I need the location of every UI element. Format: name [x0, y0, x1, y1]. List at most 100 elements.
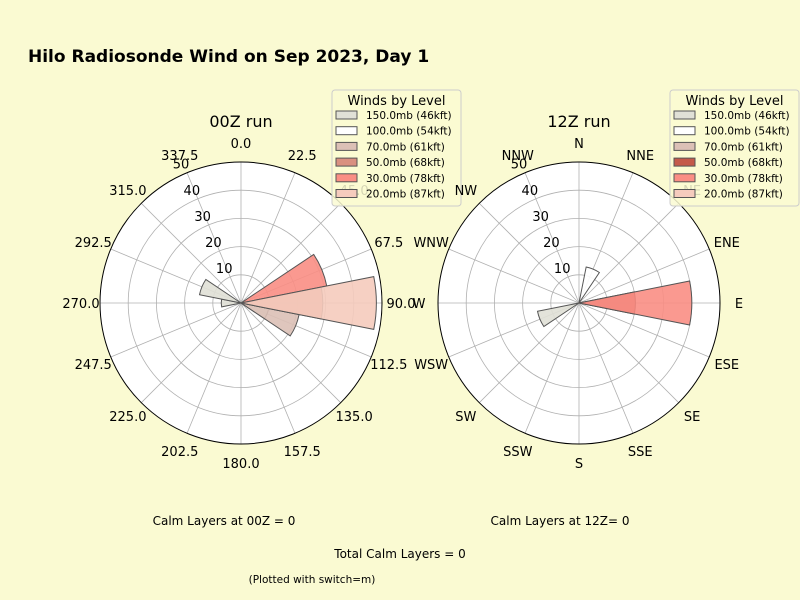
- legend-entry: 50.0mb (68kft): [366, 157, 445, 169]
- direction-label: 292.5: [75, 236, 112, 251]
- direction-label: 0.0: [231, 137, 252, 152]
- angular-gridline: [578, 302, 679, 403]
- direction-label: 202.5: [161, 445, 198, 460]
- direction-label: 112.5: [370, 358, 407, 373]
- direction-label: SSW: [503, 445, 533, 460]
- angular-gridline: [186, 172, 242, 304]
- panel-title: 12Z run: [547, 112, 610, 131]
- legend-entry: 30.0mb (78kft): [366, 173, 445, 185]
- legend-box: [331, 89, 462, 207]
- radial-tick-label: 10: [216, 262, 233, 277]
- legend-swatch: [673, 126, 696, 136]
- legend-title: Winds by Level: [348, 94, 446, 109]
- polar-frame: [99, 161, 383, 445]
- legend-entry: 150.0mb (46kft): [704, 110, 790, 122]
- legend-entry: 70.0mb (61kft): [704, 141, 783, 153]
- direction-label: NNE: [626, 149, 654, 164]
- angular-gridline: [186, 302, 242, 434]
- radial-tick-label: 40: [522, 184, 539, 199]
- direction-label: 67.5: [374, 236, 403, 251]
- direction-label: WNW: [413, 236, 449, 251]
- angular-gridline: [240, 203, 341, 304]
- angular-gridline: [479, 302, 580, 403]
- legend-swatch: [335, 141, 358, 151]
- radial-tick-label: 10: [554, 262, 571, 277]
- legend-box: [669, 89, 800, 207]
- wind-rose-panel-1: 1020304050NNNENEENEEESESESSESSSWSWWSWWWN…: [413, 89, 800, 472]
- legend-entry: 30.0mb (78kft): [704, 173, 783, 185]
- legend-entry: 150.0mb (46kft): [366, 110, 452, 122]
- direction-label: ENE: [714, 236, 740, 251]
- legend-swatch: [673, 110, 696, 120]
- radial-tick-label: 30: [194, 210, 211, 225]
- direction-label: NW: [455, 184, 478, 199]
- direction-label: SSE: [628, 445, 653, 460]
- legend-entry: 100.0mb (54kft): [704, 126, 790, 138]
- legend-swatch: [673, 189, 696, 198]
- radial-tick-label: 20: [543, 236, 560, 251]
- direction-label: WSW: [414, 358, 448, 373]
- angular-gridline: [524, 172, 580, 304]
- radial-tick-label: 20: [205, 236, 222, 251]
- direction-label: 22.5: [288, 149, 317, 164]
- legend-swatch: [335, 173, 358, 183]
- angular-gridline: [240, 302, 296, 434]
- switch-note: (Plotted with switch=m): [249, 574, 376, 586]
- wind-bar-5-0: [240, 276, 377, 330]
- figure-title: Hilo Radiosonde Wind on Sep 2023, Day 1: [28, 47, 429, 67]
- direction-label: 337.5: [161, 149, 198, 164]
- direction-label: 180.0: [222, 457, 259, 472]
- angular-gridline: [578, 248, 710, 304]
- polar-frame: [437, 161, 721, 445]
- radial-tick-label: 50: [173, 158, 190, 173]
- direction-label: E: [735, 297, 743, 312]
- wind-rose-panels: 10203040500.022.545.067.590.0112.5135.01…: [62, 89, 800, 472]
- angular-gridline: [141, 203, 242, 304]
- angular-gridline: [240, 172, 296, 304]
- radial-tick-label: 40: [184, 184, 201, 199]
- wind-bar-0-0: [536, 302, 580, 328]
- direction-label: NNW: [502, 149, 534, 164]
- angular-gridline: [240, 302, 341, 403]
- calm-layers-12z: Calm Layers at 12Z= 0: [491, 514, 630, 528]
- angular-gridline: [524, 302, 580, 434]
- total-calm-layers: Total Calm Layers = 0: [333, 547, 465, 561]
- legend-swatch: [335, 110, 358, 120]
- angular-gridline: [479, 203, 580, 304]
- radial-tick-label: 30: [532, 210, 549, 225]
- direction-label: 270.0: [62, 297, 99, 312]
- wind-rose-panel-0: 10203040500.022.545.067.590.0112.5135.01…: [62, 89, 462, 472]
- radial-tick-label: 50: [511, 158, 528, 173]
- wind-bar-0-2: [198, 278, 242, 304]
- wind-bar-4-0: [578, 280, 693, 326]
- direction-label: SW: [455, 410, 476, 425]
- angular-gridline: [448, 248, 580, 304]
- direction-label: 157.5: [284, 445, 321, 460]
- legend-swatch: [673, 141, 696, 151]
- panel-title: 00Z run: [209, 112, 272, 131]
- legend-swatch: [335, 189, 358, 198]
- direction-label: 315.0: [109, 184, 146, 199]
- angular-gridline: [578, 302, 634, 434]
- legend-swatch: [335, 157, 358, 167]
- legend-entry: 20.0mb (87kft): [366, 189, 445, 201]
- direction-label: W: [413, 297, 426, 312]
- direction-label: SE: [684, 410, 700, 425]
- legend-entry: 50.0mb (68kft): [704, 157, 783, 169]
- legend-entry: 20.0mb (87kft): [704, 189, 783, 201]
- angular-gridline: [578, 302, 710, 358]
- direction-label: 135.0: [336, 410, 373, 425]
- direction-label: 247.5: [75, 358, 112, 373]
- direction-label: S: [575, 457, 583, 472]
- direction-label: 225.0: [109, 410, 146, 425]
- legend-swatch: [673, 173, 696, 183]
- direction-label: 90.0: [387, 297, 416, 312]
- angular-gridline: [141, 302, 242, 403]
- calm-layers-00z: Calm Layers at 00Z = 0: [153, 514, 296, 528]
- direction-label: N: [574, 137, 584, 152]
- legend-swatch: [673, 157, 696, 167]
- angular-gridline: [110, 302, 242, 358]
- legend-title: Winds by Level: [686, 94, 784, 109]
